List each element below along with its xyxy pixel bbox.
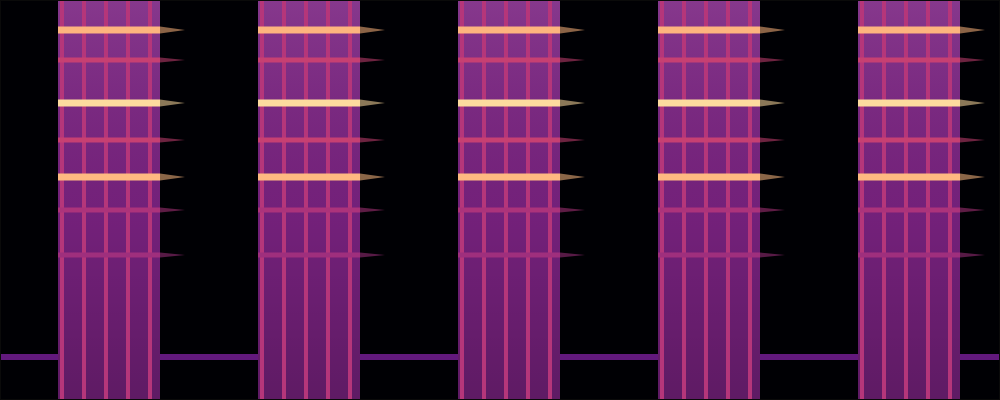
band <box>658 100 760 107</box>
band <box>58 100 160 107</box>
band-tail <box>360 253 385 258</box>
band <box>458 174 560 181</box>
spectrogram <box>0 0 1000 400</box>
burst <box>858 0 960 400</box>
band <box>58 174 160 181</box>
band-tail <box>960 253 985 258</box>
burst-shade <box>458 0 560 400</box>
band-tail <box>160 27 185 34</box>
band-tail <box>160 58 185 63</box>
burst <box>458 0 560 400</box>
burst <box>258 0 360 400</box>
band-tail <box>160 100 185 107</box>
band-tail <box>360 174 385 181</box>
band-tail <box>760 58 785 63</box>
band-tail <box>760 138 785 143</box>
band-tail <box>960 58 985 63</box>
burst-shade <box>58 0 160 400</box>
burst-shade <box>658 0 760 400</box>
background <box>0 0 1000 400</box>
burst <box>58 0 160 400</box>
band <box>58 58 160 63</box>
band-tail <box>560 174 585 181</box>
band-tail <box>960 208 985 213</box>
band-tail <box>560 58 585 63</box>
band-tail <box>960 100 985 107</box>
band <box>258 174 360 181</box>
band <box>458 58 560 63</box>
band <box>658 208 760 213</box>
band-tail <box>760 208 785 213</box>
band <box>258 208 360 213</box>
band <box>658 138 760 143</box>
band-tail <box>560 138 585 143</box>
band-tail <box>560 27 585 34</box>
band <box>258 138 360 143</box>
band-tail <box>760 100 785 107</box>
band <box>658 27 760 34</box>
band <box>458 138 560 143</box>
band <box>58 27 160 34</box>
band <box>458 253 560 258</box>
band-tail <box>160 138 185 143</box>
burst <box>658 0 760 400</box>
band-tail <box>160 253 185 258</box>
band-tail <box>560 100 585 107</box>
band-tail <box>360 208 385 213</box>
band <box>658 58 760 63</box>
band <box>858 174 960 181</box>
band <box>258 253 360 258</box>
band <box>258 58 360 63</box>
band-tail <box>360 58 385 63</box>
band <box>458 27 560 34</box>
band-tail <box>160 174 185 181</box>
band <box>58 253 160 258</box>
band <box>858 100 960 107</box>
band <box>458 208 560 213</box>
band-tail <box>360 27 385 34</box>
band <box>658 253 760 258</box>
band <box>258 27 360 34</box>
band <box>858 253 960 258</box>
band-tail <box>160 208 185 213</box>
plot-area <box>0 0 1000 400</box>
band-tail <box>760 253 785 258</box>
band <box>58 138 160 143</box>
band-tail <box>360 100 385 107</box>
band <box>858 138 960 143</box>
band <box>858 58 960 63</box>
band <box>858 27 960 34</box>
band <box>258 100 360 107</box>
band-tail <box>560 208 585 213</box>
band-tail <box>760 27 785 34</box>
band <box>458 100 560 107</box>
band-tail <box>960 174 985 181</box>
band-tail <box>360 138 385 143</box>
burst-shade <box>258 0 360 400</box>
band-tail <box>560 253 585 258</box>
band <box>58 208 160 213</box>
band-tail <box>760 174 785 181</box>
band-tail <box>960 138 985 143</box>
band-tail <box>960 27 985 34</box>
burst-shade <box>858 0 960 400</box>
plot-frame <box>1 1 1000 400</box>
band <box>858 208 960 213</box>
band <box>658 174 760 181</box>
